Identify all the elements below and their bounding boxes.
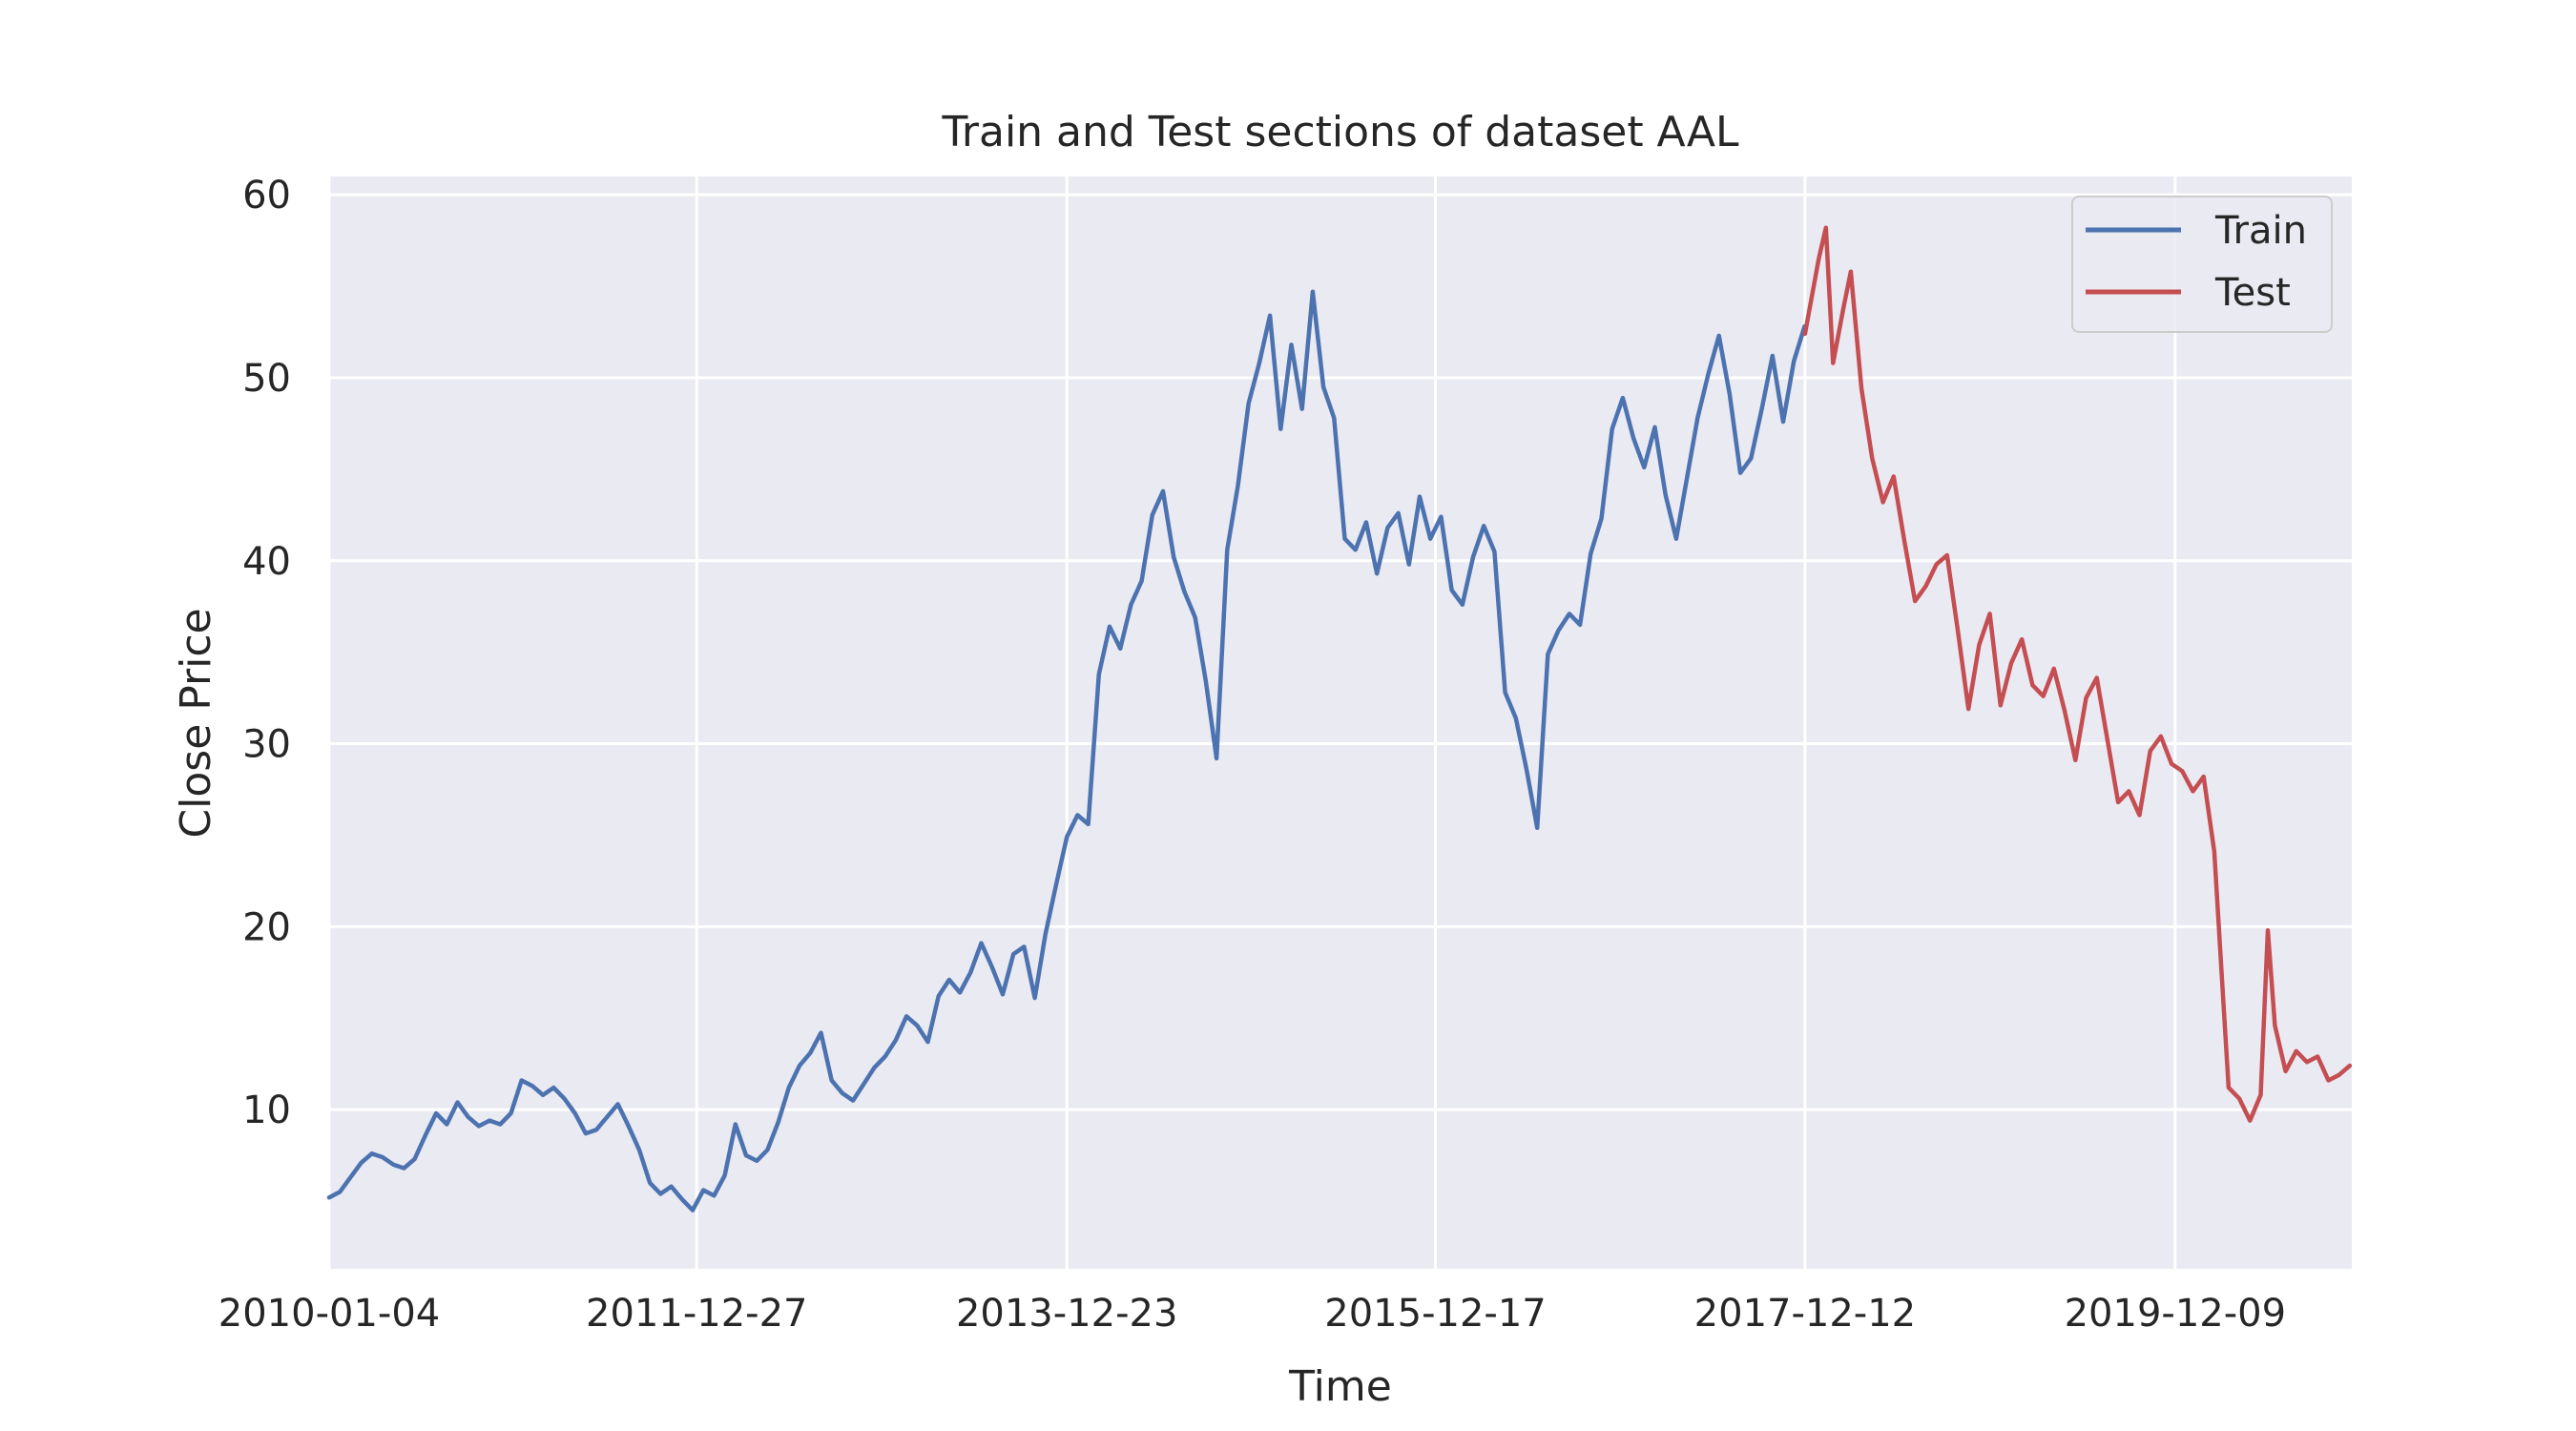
y-axis-ticks: 10 20 30 40 50 60 xyxy=(242,174,291,1132)
y-axis-label: Close Price xyxy=(172,608,220,838)
x-tick-label: 2013-12-23 xyxy=(956,1292,1177,1336)
series-line-test xyxy=(1802,225,2353,1123)
legend-test-label: Test xyxy=(2214,271,2291,315)
grid xyxy=(327,176,2352,1269)
y-tick-label: 20 xyxy=(242,905,291,949)
series-lines xyxy=(326,225,2353,1213)
x-axis-ticks: 2010-01-04 2011-12-27 2013-12-23 2015-12-17… xyxy=(218,1292,2286,1336)
legend-train-label: Train xyxy=(2214,209,2307,253)
x-tick-label: 2010-01-04 xyxy=(218,1292,440,1336)
x-tick-label: 2017-12-12 xyxy=(1694,1292,1916,1336)
y-tick-label: 40 xyxy=(242,540,291,584)
y-tick-label: 10 xyxy=(242,1089,291,1132)
chart-title: Train and Test sections of dataset AAL xyxy=(941,108,1738,156)
x-tick-label: 2019-12-09 xyxy=(2065,1292,2286,1336)
series-line-train xyxy=(326,289,1807,1213)
x-tick-label: 2011-12-27 xyxy=(586,1292,807,1336)
legend: Train Test xyxy=(2071,196,2333,333)
y-tick-label: 30 xyxy=(242,723,291,767)
plot-background xyxy=(329,176,2352,1269)
y-tick-label: 50 xyxy=(242,357,291,401)
x-tick-label: 2015-12-17 xyxy=(1324,1292,1546,1336)
x-axis-label: Time xyxy=(1288,1362,1392,1411)
y-tick-label: 60 xyxy=(242,174,291,218)
